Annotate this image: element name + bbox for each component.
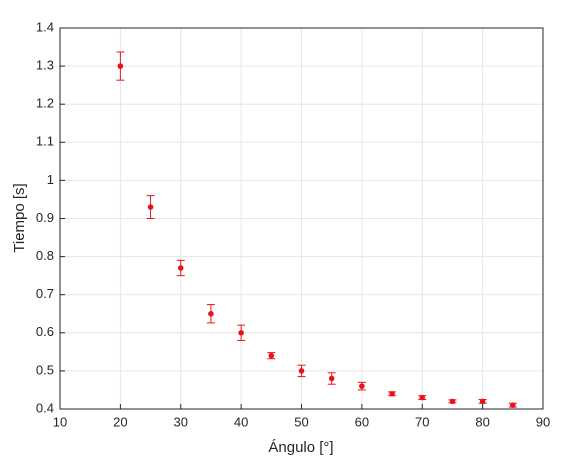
- y-tick-label: 1.2: [36, 96, 54, 111]
- x-tick-label: 80: [475, 414, 489, 429]
- point: [268, 352, 275, 359]
- point: [177, 265, 184, 271]
- y-tick-label: 1.3: [36, 58, 54, 73]
- x-tick-label: 30: [174, 414, 188, 429]
- y-axis-label: Tiempo [s]: [11, 183, 28, 252]
- y-tick-label: 1: [47, 172, 54, 187]
- point: [479, 398, 486, 405]
- x-tick-label: 40: [234, 414, 248, 429]
- point: [328, 375, 335, 382]
- y-tick-label: 0.9: [36, 210, 54, 225]
- point: [298, 368, 305, 374]
- plot-frame: [59, 27, 544, 410]
- y-tick-label: 0.6: [36, 324, 54, 339]
- point: [389, 390, 395, 397]
- x-tick-label: 90: [536, 414, 550, 429]
- point: [510, 402, 516, 408]
- y-tick-label: 0.8: [36, 248, 54, 263]
- x-tick-label: 10: [53, 414, 67, 429]
- point: [117, 63, 124, 69]
- point: [359, 383, 365, 389]
- x-axis-label: Ángulo [°]: [268, 439, 333, 456]
- y-tick-label: 0.7: [36, 286, 54, 301]
- y-tick-label: 1.1: [36, 134, 54, 149]
- y-tick-label: 0.5: [36, 362, 54, 377]
- x-tick-label: 20: [113, 414, 127, 429]
- point: [238, 330, 244, 336]
- point: [419, 394, 426, 401]
- point: [147, 204, 154, 210]
- x-tick-label: 70: [415, 414, 429, 429]
- x-tick-label: 50: [294, 414, 308, 429]
- y-tick-label: 1.4: [36, 19, 54, 34]
- x-tick-label: 60: [355, 414, 369, 429]
- y-tick-label: 0.4: [36, 400, 54, 415]
- point: [208, 310, 214, 317]
- point: [449, 398, 456, 405]
